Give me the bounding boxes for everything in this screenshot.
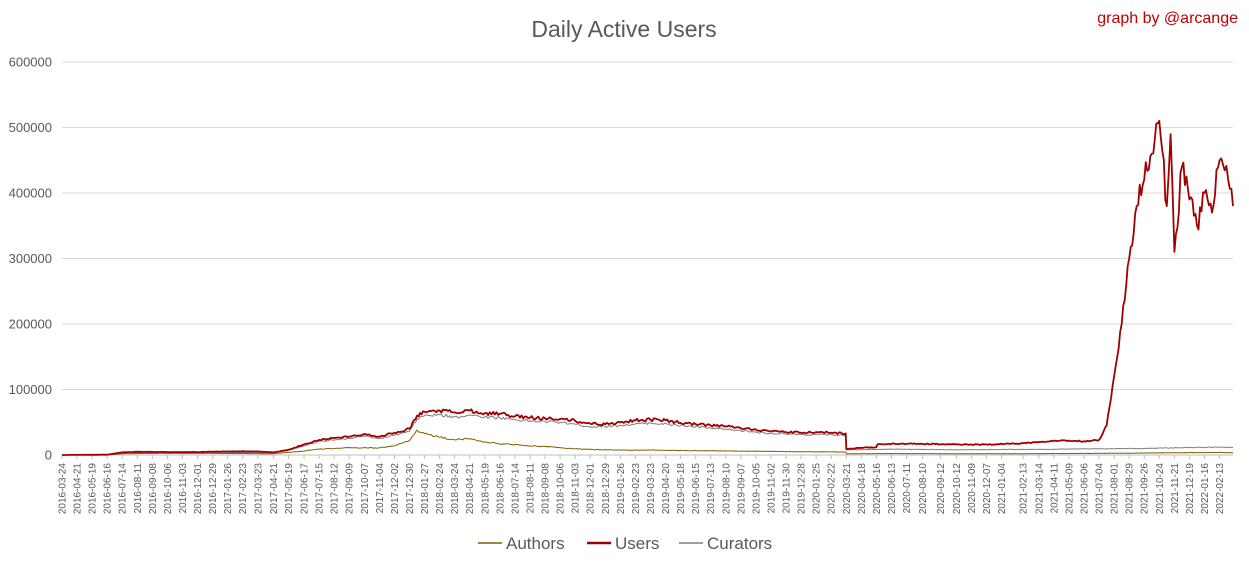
x-tick-label: 2016-08-11 (133, 463, 144, 514)
x-tick-label: 2018-01-27 (420, 463, 431, 515)
x-tick-label: 2018-08-11 (525, 463, 536, 514)
legend-label-users: Users (615, 534, 659, 553)
x-tick-label: 2016-05-19 (88, 463, 99, 515)
x-tick-label: 2021-03-14 (1034, 463, 1045, 515)
x-tick-label: 2017-03-23 (253, 463, 264, 515)
x-tick-label: 2016-12-29 (208, 463, 219, 515)
x-tick-label: 2018-12-01 (586, 463, 597, 515)
x-tick-label: 2016-03-24 (58, 463, 69, 515)
x-tick-label: 2017-09-09 (345, 463, 356, 515)
x-tick-label: 2020-05-16 (872, 463, 883, 515)
x-tick-label: 2020-01-25 (812, 463, 823, 515)
x-tick-label: 2018-06-16 (495, 463, 506, 515)
x-tick-label: 2018-03-24 (450, 463, 461, 515)
x-tick-label: 2021-08-01 (1110, 463, 1121, 515)
series-lines (62, 120, 1234, 456)
x-tick-label: 2018-10-06 (556, 463, 567, 515)
x-tick-label: 2018-02-24 (435, 463, 446, 515)
x-tick-label: 2019-05-18 (676, 463, 687, 515)
x-tick-label: 2020-09-12 (936, 463, 947, 515)
x-tick-label: 2019-03-23 (646, 463, 657, 515)
x-tick-label: 2017-11-04 (375, 463, 386, 514)
x-tick-label: 2021-10-24 (1155, 463, 1166, 515)
x-tick-label: 2020-11-09 (967, 463, 978, 514)
x-tick-label: 2021-08-29 (1125, 463, 1136, 515)
x-tick-label: 2017-10-07 (360, 463, 371, 515)
x-tick-label: 2020-04-18 (857, 463, 868, 515)
x-tick-label: 2022-02-13 (1215, 463, 1226, 515)
x-axis-ticks: 2016-03-24 2016-04-21 2016-05-19 2016-06-16… (58, 455, 1226, 515)
x-tick-label: 2020-02-22 (827, 463, 838, 515)
x-tick-label: 2016-10-06 (163, 463, 174, 515)
x-tick-label: 2016-07-14 (118, 463, 129, 515)
x-tick-label: 2019-01-26 (616, 463, 627, 515)
x-tick-label: 2016-04-21 (73, 463, 84, 515)
x-tick-label: 2016-12-01 (193, 463, 204, 515)
x-tick-label: 2018-09-08 (541, 463, 552, 515)
x-tick-label: 2020-10-12 (952, 463, 963, 515)
y-tick-label: 300000 (9, 251, 52, 266)
series-line-users (62, 120, 1234, 456)
y-axis-ticks: 0 100000 200000 300000 400000 500000 600000 (9, 55, 52, 463)
x-tick-label: 2019-04-20 (661, 463, 672, 515)
x-tick-label: 2021-01-04 (997, 463, 1008, 515)
x-tick-label: 2021-05-09 (1064, 463, 1075, 515)
x-tick-label: 2017-05-19 (284, 463, 295, 515)
x-tick-label: 2019-12-28 (797, 463, 808, 515)
x-tick-label: 2017-02-23 (238, 463, 249, 515)
x-tick-label: 2020-07-11 (902, 463, 913, 514)
x-tick-label: 2019-09-07 (736, 463, 747, 515)
x-tick-label: 2017-08-12 (330, 463, 341, 515)
y-tick-label: 100000 (9, 382, 52, 397)
x-tick-label: 2016-11-03 (178, 463, 189, 514)
x-tick-label: 2016-09-08 (148, 463, 159, 515)
x-tick-label: 2019-10-05 (751, 463, 762, 515)
y-tick-label: 400000 (9, 186, 52, 201)
x-tick-label: 2019-08-10 (721, 463, 732, 515)
x-tick-label: 2019-06-15 (691, 463, 702, 515)
x-tick-label: 2017-12-30 (405, 463, 416, 515)
x-tick-label: 2019-11-30 (782, 463, 793, 514)
legend-label-authors: Authors (506, 534, 565, 553)
x-tick-label: 2021-02-13 (1019, 463, 1030, 515)
gridlines (62, 61, 1233, 456)
x-tick-label: 2021-07-04 (1095, 463, 1106, 515)
x-tick-label: 2018-11-03 (571, 463, 582, 514)
x-tick-label: 2017-12-02 (390, 463, 401, 515)
y-tick-label: 500000 (9, 120, 52, 135)
x-tick-label: 2022-01-16 (1200, 463, 1211, 515)
x-tick-label: 2019-11-02 (766, 463, 777, 514)
x-tick-label: 2021-12-19 (1185, 463, 1196, 515)
x-tick-label: 2021-11-21 (1170, 463, 1181, 514)
x-tick-label: 2019-07-13 (706, 463, 717, 515)
x-tick-label: 2019-02-23 (631, 463, 642, 515)
y-tick-label: 200000 (9, 317, 52, 332)
x-tick-label: 2017-07-15 (315, 463, 326, 515)
x-tick-label: 2017-06-17 (300, 463, 311, 515)
chart-credit: graph by @arcange (1097, 10, 1238, 27)
x-tick-label: 2020-08-10 (918, 463, 929, 515)
x-tick-label: 2020-03-21 (842, 463, 853, 515)
legend: Authors Users Curators (478, 534, 772, 553)
x-tick-label: 2021-09-26 (1140, 463, 1151, 515)
x-tick-label: 2021-06-06 (1080, 463, 1091, 515)
x-tick-label: 2021-04-11 (1049, 463, 1060, 514)
x-tick-label: 2017-04-21 (269, 463, 280, 515)
x-tick-label: 2016-06-16 (103, 463, 114, 515)
series-line-curators (62, 413, 1233, 456)
x-tick-label: 2018-04-21 (465, 463, 476, 515)
x-tick-label: 2018-05-19 (480, 463, 491, 515)
x-tick-label: 2020-06-13 (887, 463, 898, 515)
chart-title: Daily Active Users (531, 16, 716, 42)
y-tick-label: 0 (45, 448, 52, 463)
x-tick-label: 2020-12-07 (982, 463, 993, 515)
x-tick-label: 2017-01-26 (223, 463, 234, 515)
x-tick-label: 2018-07-14 (510, 463, 521, 515)
legend-label-curators: Curators (707, 534, 772, 553)
series-line-authors (62, 429, 1234, 456)
x-tick-label: 2018-12-29 (601, 463, 612, 515)
y-tick-label: 600000 (9, 55, 52, 70)
